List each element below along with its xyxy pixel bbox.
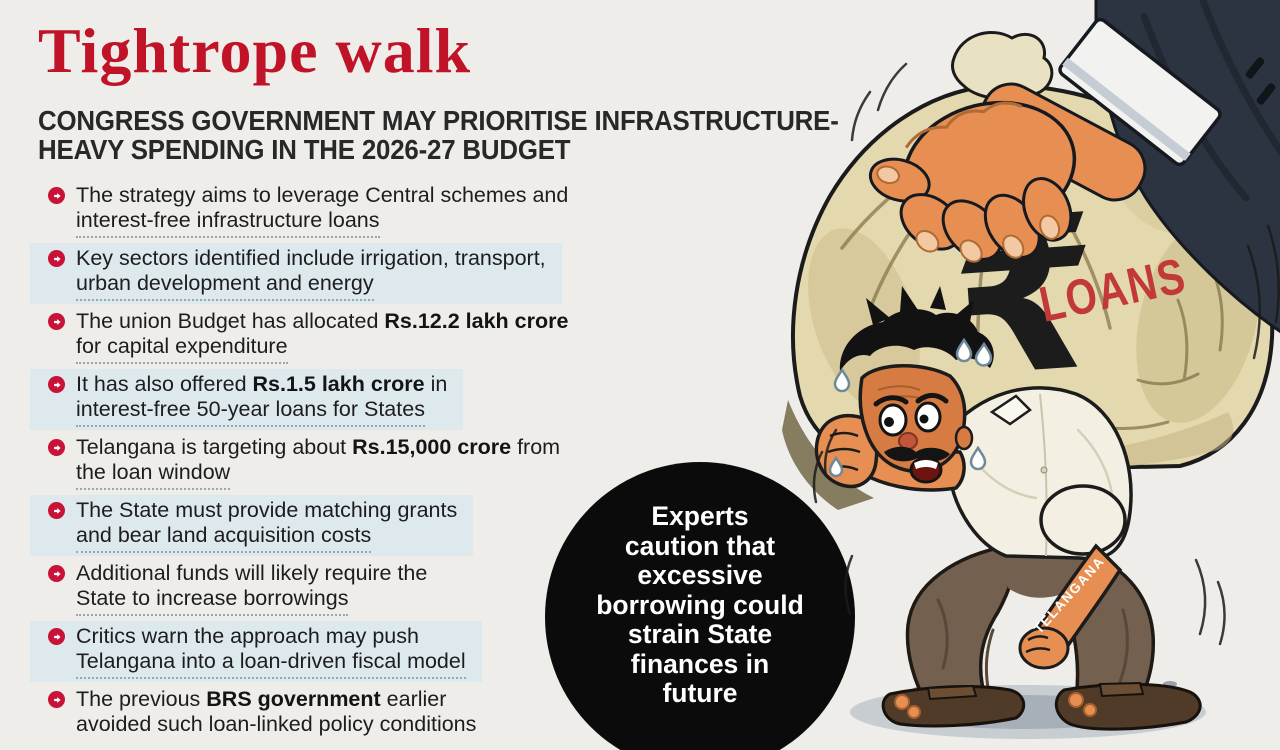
list-item: Key sectors identified include irrigatio… <box>30 243 562 304</box>
worried-face <box>839 286 994 484</box>
list-item-text: The union Budget has allocated Rs.12.2 l… <box>76 309 568 364</box>
list-item: Additional funds will likely require the… <box>30 558 443 619</box>
list-item: The strategy aims to leverage Central sc… <box>30 180 584 241</box>
list-item: Critics warn the approach may push Telang… <box>30 621 482 682</box>
arrow-bullet-icon <box>48 313 65 330</box>
arrow-bullet-icon <box>48 376 65 393</box>
sandals <box>881 681 1202 731</box>
bag-knot <box>950 31 1054 101</box>
list-item-text: Key sectors identified include irrigatio… <box>76 246 546 301</box>
arrow-bullet-icon <box>48 628 65 645</box>
arrow-bullet-icon <box>48 439 65 456</box>
key-points-list: The strategy aims to leverage Central sc… <box>30 180 584 742</box>
loan-burden-illustration: ₹ LOANS <box>782 0 1280 739</box>
list-item: The State must provide matching grants an… <box>30 495 474 556</box>
shirt-cuff <box>1058 17 1222 167</box>
list-item-text: Telangana is targeting about Rs.15,000 c… <box>76 435 560 490</box>
list-item: The previous BRS government earlier avoid… <box>30 684 492 740</box>
list-item: The union Budget has allocated Rs.12.2 l… <box>30 306 584 367</box>
list-item-text: The State must provide matching grants an… <box>76 498 457 553</box>
arrow-bullet-icon <box>48 502 65 519</box>
list-item-text: The strategy aims to leverage Central sc… <box>76 183 568 238</box>
sweat-drop-icons <box>828 337 993 478</box>
list-item-text: Critics warn the approach may push Telang… <box>76 624 466 679</box>
page-subtitle: CONGRESS GOVERNMENT MAY PRIORITISE INFRA… <box>38 105 839 165</box>
list-item: It has also offered Rs.1.5 lakh crore in… <box>30 369 464 430</box>
gripping-fist <box>868 100 1077 263</box>
page-title: Tightrope walk <box>38 15 472 86</box>
list-item-text: It has also offered Rs.1.5 lakh crore in… <box>76 372 447 427</box>
arrow-bullet-icon <box>48 250 65 267</box>
burdened-man: TELANGANA <box>814 286 1206 739</box>
list-item-text: Additional funds will likely require the… <box>76 561 427 616</box>
list-item-text: The previous BRS government earlier avoid… <box>76 687 477 736</box>
arrow-bullet-icon <box>48 187 65 204</box>
callout-text: Experts caution that excessive borrowing… <box>596 501 804 708</box>
arrow-bullet-icon <box>48 691 65 708</box>
motion-lines <box>812 62 1280 646</box>
list-item: Telangana is targeting about Rs.15,000 c… <box>30 432 576 493</box>
expert-caution-callout: Experts caution that excessive borrowing… <box>545 462 855 750</box>
arrow-bullet-icon <box>48 565 65 582</box>
giant-hand-icon <box>868 0 1280 334</box>
